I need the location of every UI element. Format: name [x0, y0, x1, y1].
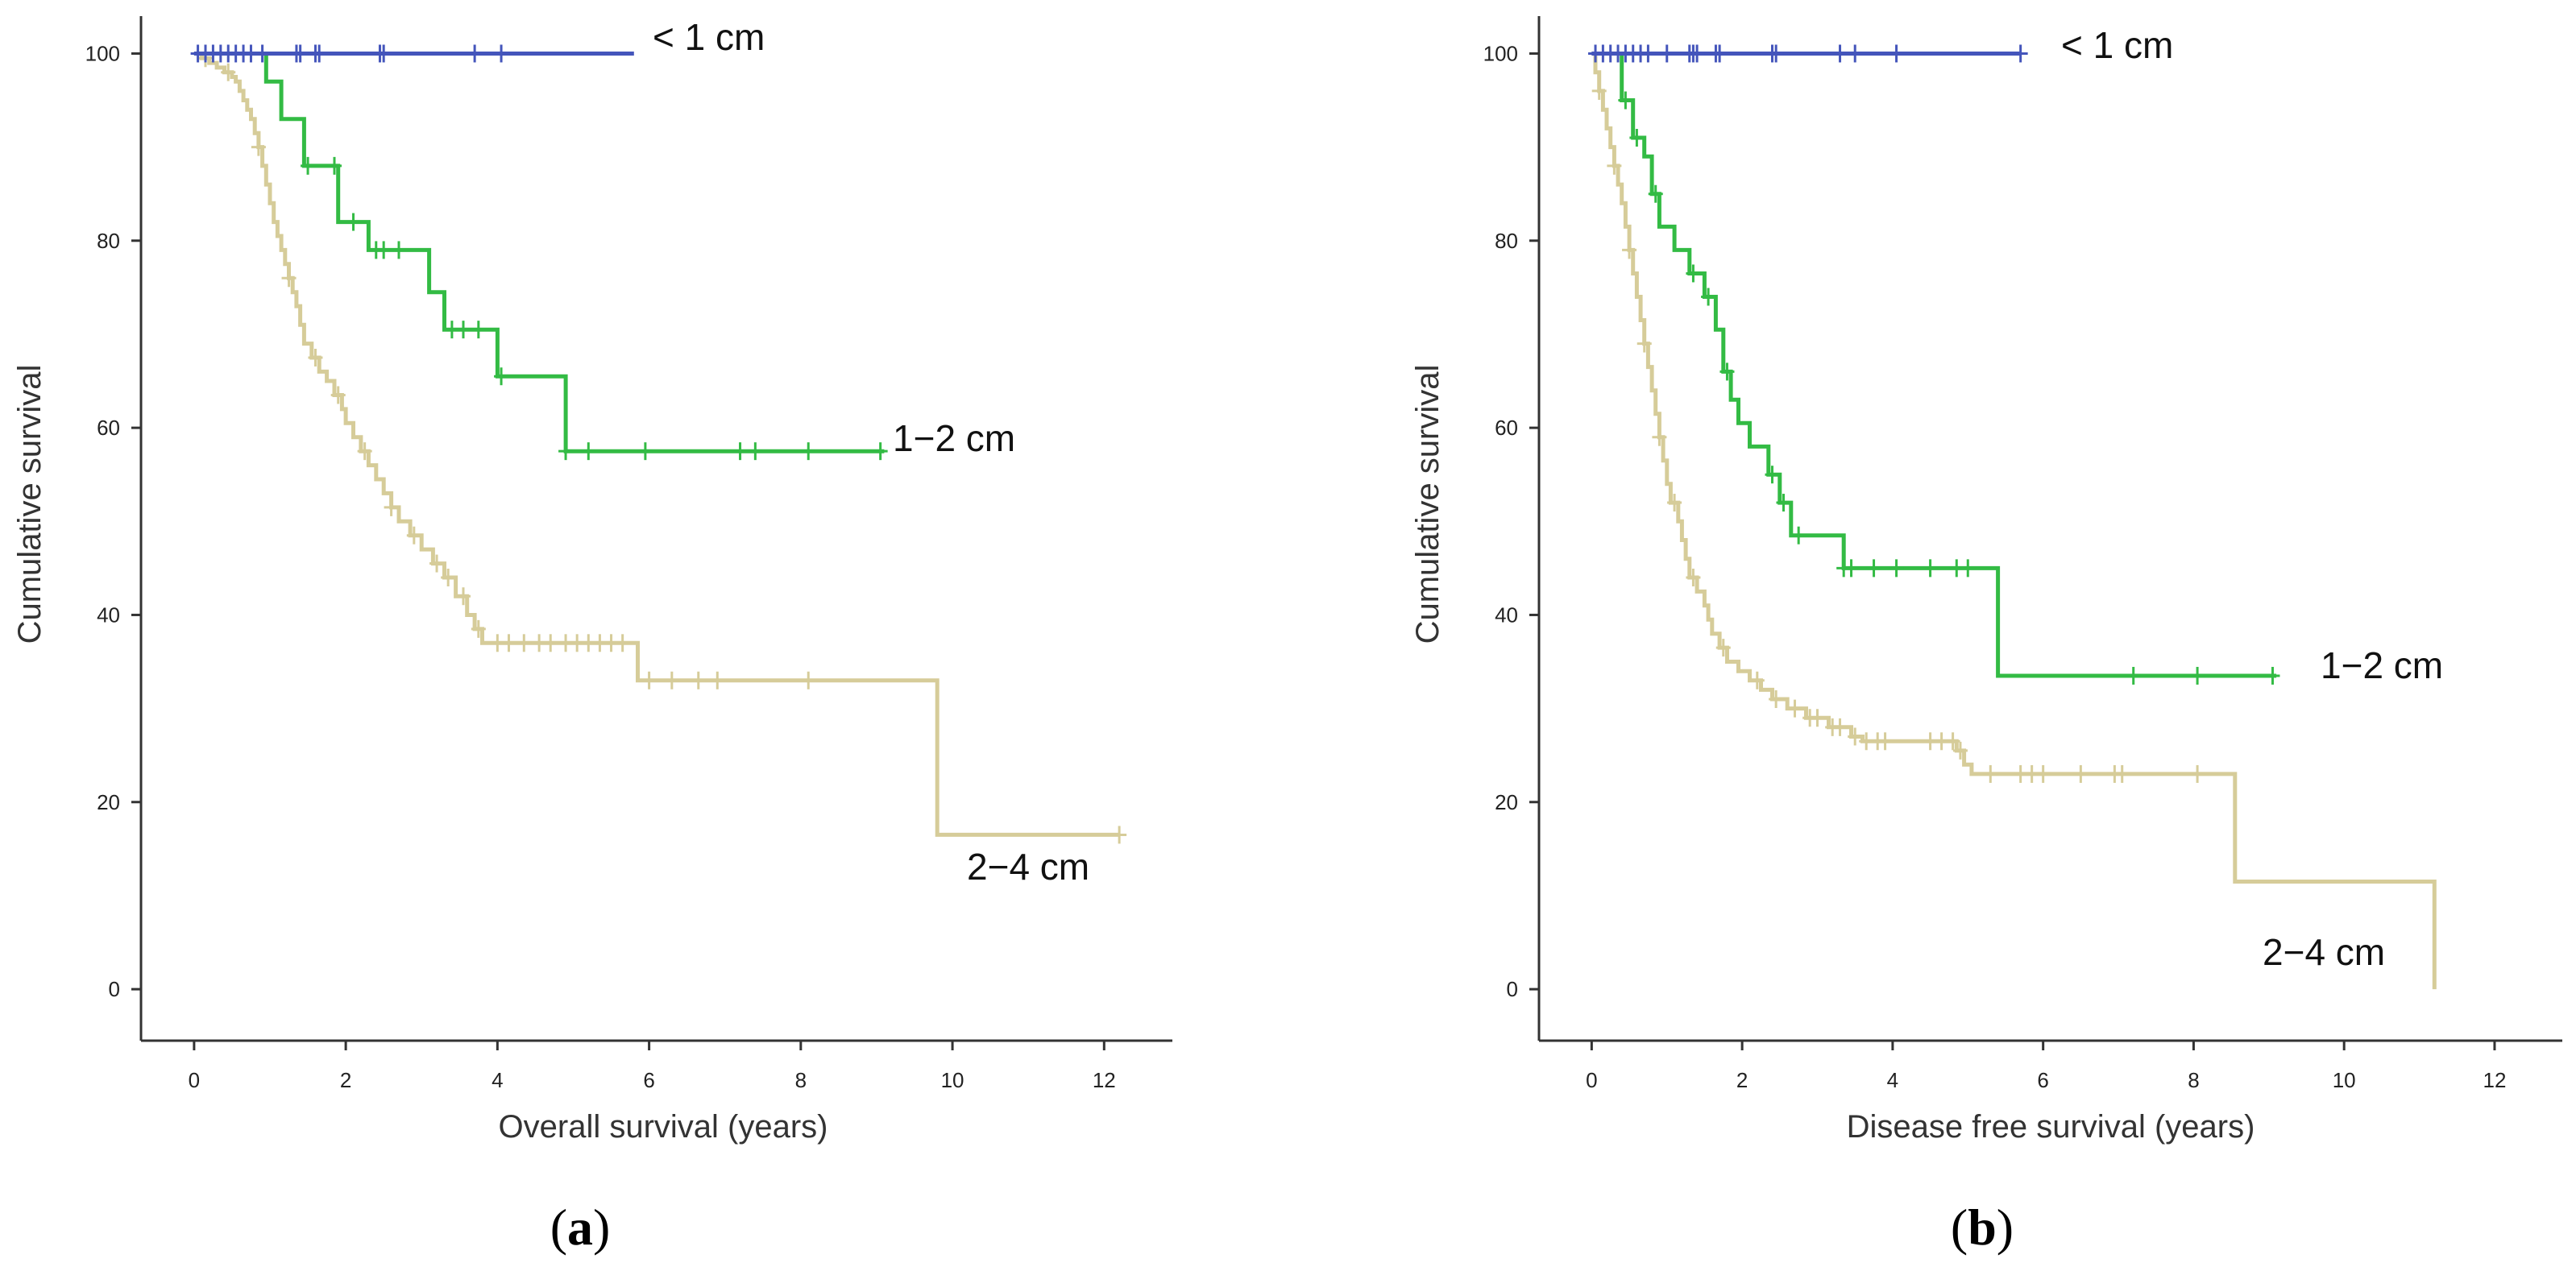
x-tick-label: 6	[643, 1068, 654, 1092]
x-tick-label: 8	[795, 1068, 807, 1092]
x-tick-label: 8	[2188, 1068, 2199, 1092]
series-label: 1−2 cm	[2321, 644, 2443, 686]
x-tick-label: 4	[492, 1068, 503, 1092]
y-tick-label: 80	[97, 229, 120, 253]
x-tick-label: 0	[1586, 1068, 1597, 1092]
y-tick-label: 80	[1495, 229, 1518, 253]
y-tick-label: 60	[97, 416, 120, 440]
series-1-2cm: 1−2 cm	[1591, 52, 2443, 686]
y-tick-label: 20	[97, 790, 120, 814]
y-tick-label: 100	[1483, 41, 1518, 65]
x-tick-label: 10	[941, 1068, 964, 1092]
panel-a: 0 20 40 60 80 100 0 2 4 6 8 10 12 Cumulative survival…	[12, 16, 1172, 1256]
x-tick-label: 2	[1736, 1068, 1748, 1092]
survival-curve	[193, 52, 1120, 837]
x-tick-label: 10	[2333, 1068, 2356, 1092]
series-label: < 1 cm	[2061, 24, 2173, 66]
x-tick-label: 4	[1887, 1068, 1898, 1092]
panel-label: (a)	[550, 1199, 611, 1256]
y-tick-label: 20	[1495, 790, 1518, 814]
y-tick-label: 100	[85, 41, 120, 65]
series-label: 2−4 cm	[2263, 931, 2385, 973]
series-label: < 1 cm	[653, 16, 765, 58]
y-tick-label: 60	[1495, 416, 1518, 440]
y-tick-label: 40	[97, 602, 120, 627]
survival-curve	[1591, 52, 2437, 990]
x-tick-label: 0	[189, 1068, 200, 1092]
y-tick-label: 0	[1507, 977, 1518, 1001]
panel-label: (b)	[1951, 1199, 2014, 1256]
y-tick-label: 40	[1495, 602, 1518, 627]
x-tick-label: 12	[2483, 1068, 2506, 1092]
series-2-4cm: 2−4 cm	[193, 49, 1127, 888]
series-label: 2−4 cm	[967, 846, 1089, 888]
x-tick-label: 12	[1093, 1068, 1116, 1092]
series-2-4cm: 2−4 cm	[1591, 52, 2437, 990]
survival-curve	[193, 52, 885, 453]
series-label: 1−2 cm	[893, 417, 1015, 459]
y-axis-title: Cumulative survival	[12, 365, 48, 644]
panel-b: 0 20 40 60 80 100 0 2 4 6 8 10 12 Cumulative survival…	[1410, 16, 2562, 1256]
x-axis-title: Overall survival (years)	[499, 1109, 828, 1145]
x-tick-label: 2	[340, 1068, 351, 1092]
series-lt1cm: < 1 cm	[190, 16, 765, 63]
series-1-2cm: 1−2 cm	[193, 52, 1015, 461]
series-lt1cm: < 1 cm	[1588, 24, 2173, 66]
y-axis-title: Cumulative survival	[1410, 365, 1446, 644]
y-tick-label: 0	[109, 977, 120, 1001]
x-tick-label: 6	[2037, 1068, 2048, 1092]
x-axis-title: Disease free survival (years)	[1847, 1109, 2255, 1145]
